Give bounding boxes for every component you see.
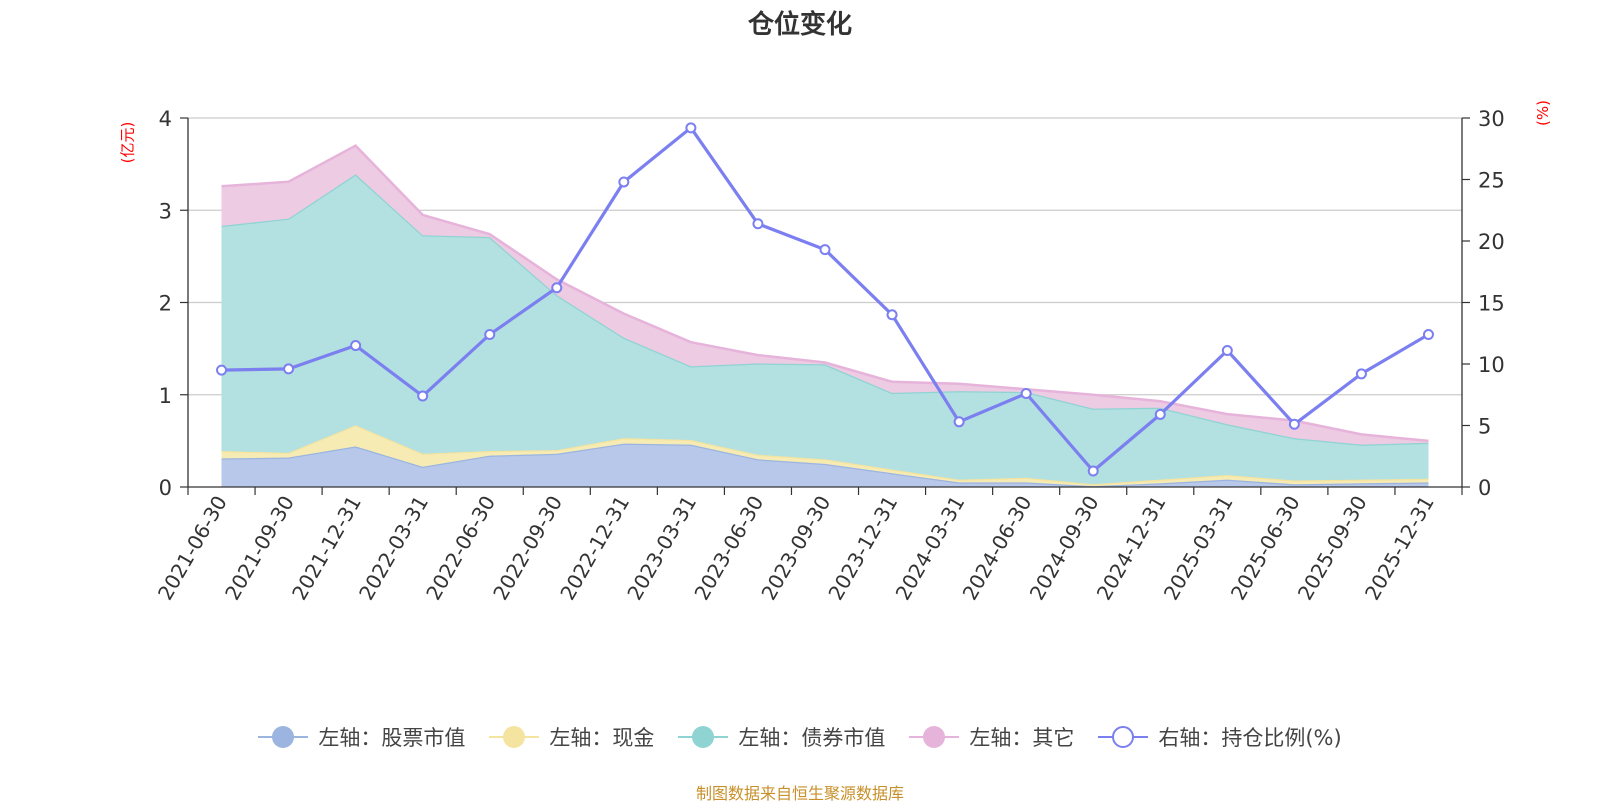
ratio-point: [819, 244, 831, 256]
right-axis-tick-label: 10: [1478, 353, 1505, 377]
legend-label-stock: 左轴：股票市值: [318, 726, 466, 750]
ratio-point: [752, 218, 764, 230]
x-axis-tick-label: 2023-03-31: [622, 492, 701, 605]
chart-title: 仓位变化: [747, 10, 852, 40]
ratio-point: [1221, 344, 1233, 356]
left-axis-tick-label: 0: [159, 476, 172, 500]
x-axis-tick-label: 2023-09-30: [756, 492, 835, 605]
x-axis-tick-label: 2024-03-31: [891, 491, 970, 604]
left-axis-tick-label: 1: [159, 384, 172, 408]
legend-item-stock[interactable]: 左轴：股票市值: [258, 722, 465, 752]
ratio-point: [1355, 368, 1367, 380]
right-axis-tick-label: 15: [1478, 292, 1505, 316]
source-footer: 制图数据来自恒生聚源数据库: [695, 784, 904, 803]
x-axis-tick-label: 2022-06-30: [421, 491, 500, 604]
area-series-2: [221, 174, 1429, 485]
legend-label-cash: 左轴：现金: [549, 726, 655, 750]
legend-marker-cash: [489, 726, 540, 748]
x-axis-tick-label: 2024-06-30: [958, 492, 1037, 605]
x-axis-tick-label: 2023-06-30: [689, 492, 768, 605]
right-axis-tick-label: 25: [1478, 169, 1505, 193]
legend-marker-ratio: [1098, 726, 1149, 748]
x-axis-tick-label: 2025-06-30: [1226, 492, 1305, 605]
ratio-point: [283, 363, 295, 375]
x-axis-tick-label: 2021-12-31: [287, 492, 366, 605]
x-axis-tick-label: 2024-09-30: [1025, 492, 1104, 605]
ratio-point: [1422, 328, 1434, 340]
chart-legend: 左轴：股票市值 左轴：现金 左轴：债券市值 左轴：其它 右轴：持仓比例(%): [0, 722, 1600, 752]
legend-marker-bond: [678, 726, 729, 748]
legend-label-ratio: 右轴：持仓比例(%): [1158, 726, 1342, 750]
ratio-point: [1288, 418, 1300, 430]
right-axis-tick-label: 5: [1478, 415, 1491, 439]
ratio-point: [216, 364, 228, 376]
left-axis-tick-label: 2: [159, 292, 172, 316]
x-axis-tick-label: 2021-09-30: [220, 492, 299, 605]
x-axis-tick-label: 2022-03-31: [354, 492, 433, 605]
right-axis-tick-label: 30: [1478, 107, 1505, 131]
ratio-point: [417, 390, 429, 402]
right-axis-tick-label: 0: [1478, 476, 1491, 500]
ratio-point: [685, 122, 697, 134]
ratio-point: [484, 328, 496, 340]
area-series-0: [221, 443, 1429, 487]
ratio-point: [886, 309, 898, 321]
ratio-point: [1020, 388, 1032, 400]
legend-marker-stock: [258, 726, 309, 748]
x-axis-tick-label: 2025-09-30: [1293, 492, 1372, 605]
legend-item-other[interactable]: 左轴：其它: [909, 722, 1074, 752]
area-series-edge-3: [221, 144, 1429, 443]
legend-item-bond[interactable]: 左轴：债券市值: [678, 722, 885, 752]
legend-marker-other: [909, 726, 960, 748]
ratio-point: [551, 282, 563, 294]
legend-item-cash[interactable]: 左轴：现金: [489, 722, 654, 752]
x-axis-tick-label: 2023-12-31: [823, 492, 902, 605]
left-axis-tick-label: 3: [159, 199, 172, 223]
ratio-point: [618, 176, 630, 188]
x-axis-tick-label: 2021-06-30: [153, 492, 232, 605]
legend-label-other: 左轴：其它: [969, 726, 1075, 750]
right-axis-tick-label: 20: [1478, 230, 1505, 254]
ratio-point: [350, 340, 362, 352]
ratio-point: [953, 416, 965, 428]
x-axis-tick-label: 2022-09-30: [488, 492, 567, 605]
left-axis-tick-label: 4: [159, 107, 172, 131]
legend-item-ratio[interactable]: 右轴：持仓比例(%): [1098, 722, 1342, 752]
area-series-3: [221, 145, 1429, 445]
x-axis-tick-label: 2022-12-31: [555, 492, 634, 605]
ratio-point: [1154, 408, 1166, 420]
legend-label-bond: 左轴：债券市值: [738, 726, 886, 750]
ratio-point: [1087, 465, 1099, 477]
x-axis-tick-label: 2025-12-31: [1360, 492, 1439, 605]
x-axis-tick-label: 2024-12-31: [1092, 492, 1171, 605]
x-axis-tick-label: 2025-03-31: [1159, 492, 1238, 605]
